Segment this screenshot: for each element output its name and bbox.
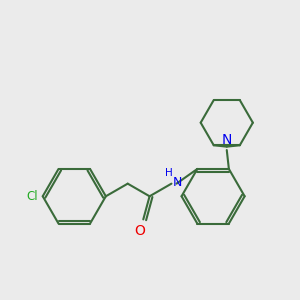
Text: N: N (222, 133, 232, 147)
Text: H: H (166, 168, 173, 178)
Text: Cl: Cl (26, 190, 38, 203)
Text: O: O (134, 224, 145, 238)
Text: N: N (172, 176, 182, 189)
